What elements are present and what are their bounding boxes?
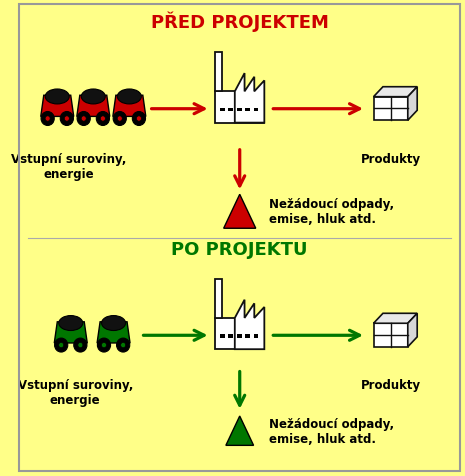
Text: PŘED PROJEKTEM: PŘED PROJEKTEM <box>151 12 329 32</box>
Polygon shape <box>215 53 221 92</box>
Circle shape <box>133 112 146 126</box>
Circle shape <box>113 112 126 126</box>
Polygon shape <box>54 322 87 343</box>
Bar <box>237 109 242 112</box>
Circle shape <box>41 112 54 126</box>
Circle shape <box>60 112 73 126</box>
Ellipse shape <box>45 90 69 105</box>
Ellipse shape <box>59 316 83 331</box>
Bar <box>253 335 259 338</box>
Text: Produkty: Produkty <box>360 152 421 165</box>
Text: Vstupní suroviny,
energie: Vstupní suroviny, energie <box>18 378 133 407</box>
Circle shape <box>96 112 109 126</box>
Polygon shape <box>408 88 417 121</box>
Polygon shape <box>235 300 264 349</box>
Polygon shape <box>373 324 408 347</box>
Circle shape <box>74 338 87 352</box>
Bar <box>253 109 259 112</box>
Bar <box>228 109 233 112</box>
Ellipse shape <box>101 316 126 331</box>
Circle shape <box>101 343 106 348</box>
Polygon shape <box>215 92 264 123</box>
Circle shape <box>78 343 83 348</box>
Polygon shape <box>224 195 256 229</box>
Text: Nežádoucí odpady,
emise, hluk atd.: Nežádoucí odpady, emise, hluk atd. <box>269 417 394 445</box>
Bar <box>220 109 225 112</box>
Text: PO PROJEKTU: PO PROJEKTU <box>172 240 308 258</box>
Polygon shape <box>113 96 146 117</box>
Circle shape <box>77 112 90 126</box>
Polygon shape <box>373 98 408 121</box>
Polygon shape <box>235 74 264 123</box>
Bar <box>245 335 250 338</box>
Polygon shape <box>373 314 417 324</box>
Bar <box>237 335 242 338</box>
Text: Vstupní suroviny,
energie: Vstupní suroviny, energie <box>11 152 126 180</box>
Polygon shape <box>408 314 417 347</box>
Circle shape <box>100 117 106 122</box>
Bar <box>245 109 250 112</box>
Polygon shape <box>215 318 264 349</box>
Circle shape <box>54 338 68 352</box>
Polygon shape <box>373 88 417 98</box>
Bar <box>220 335 225 338</box>
Circle shape <box>120 343 126 348</box>
Text: Produkty: Produkty <box>360 378 421 391</box>
Circle shape <box>136 117 141 122</box>
Ellipse shape <box>117 90 141 105</box>
Circle shape <box>45 117 50 122</box>
Ellipse shape <box>81 90 105 105</box>
Text: Nežádoucí odpady,
emise, hluk atd.: Nežádoucí odpady, emise, hluk atd. <box>269 198 394 226</box>
Bar <box>228 335 233 338</box>
Polygon shape <box>97 322 130 343</box>
Polygon shape <box>226 416 253 446</box>
Circle shape <box>97 338 111 352</box>
Circle shape <box>64 117 69 122</box>
Circle shape <box>117 338 130 352</box>
Polygon shape <box>215 279 221 318</box>
Polygon shape <box>77 96 110 117</box>
Circle shape <box>81 117 86 122</box>
Circle shape <box>117 117 122 122</box>
Polygon shape <box>41 96 74 117</box>
Circle shape <box>59 343 64 348</box>
